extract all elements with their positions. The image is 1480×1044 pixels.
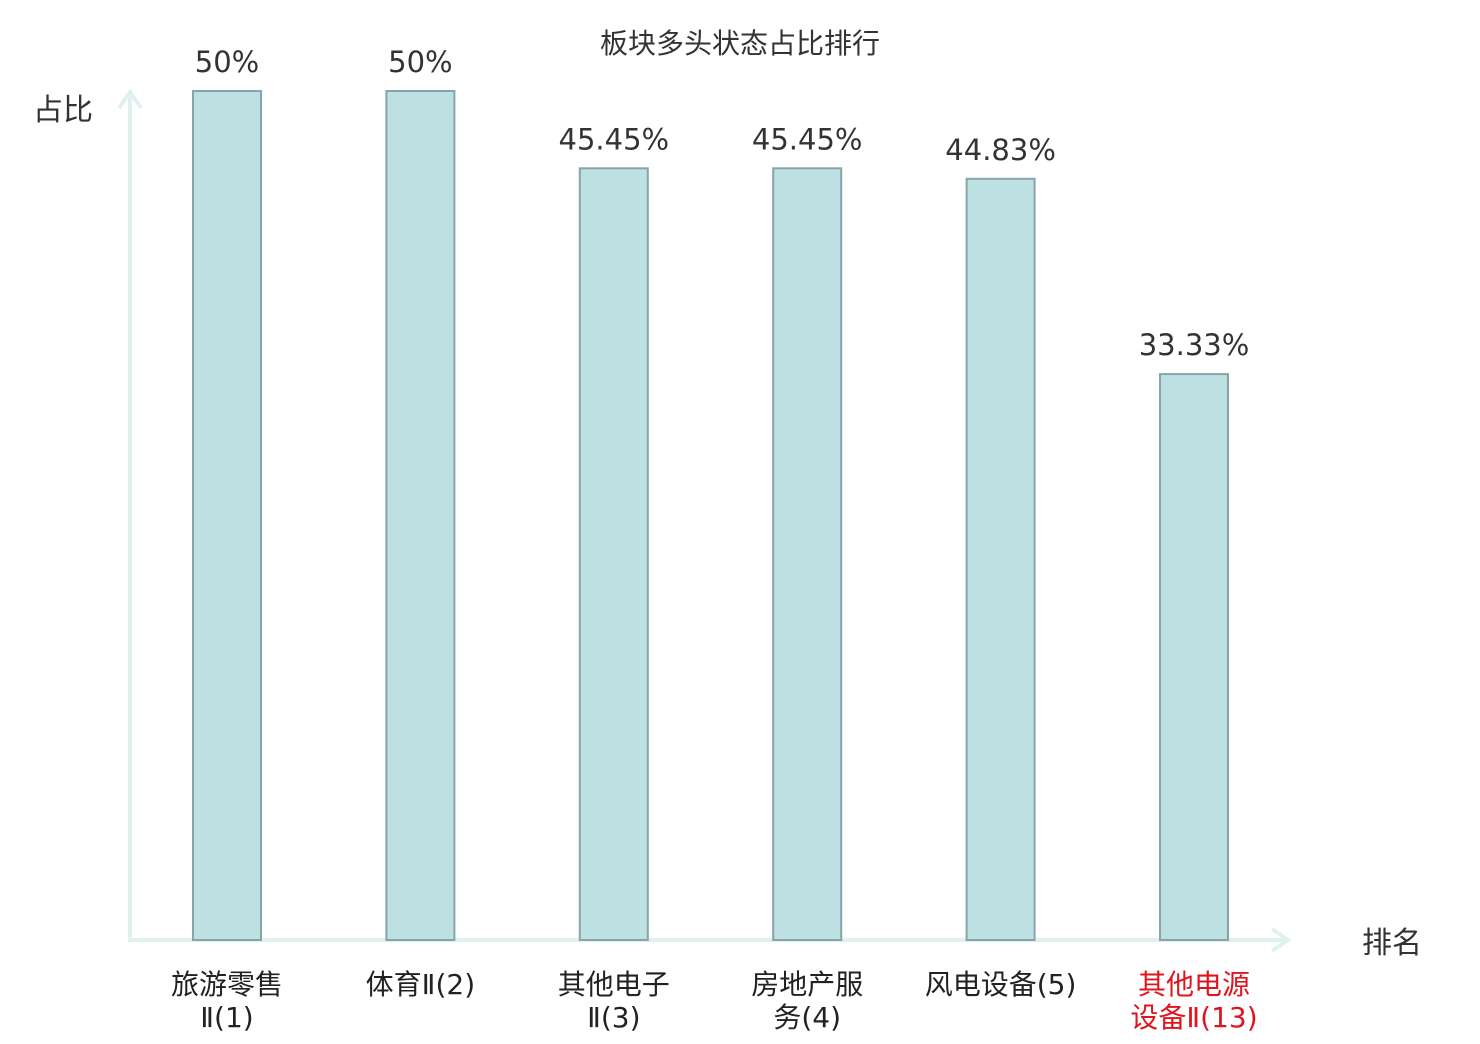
category-label-4-line-1: 房地产服 — [751, 968, 863, 1001]
value-label-2: 50% — [388, 45, 452, 79]
chart-title: 板块多头状态占比排行 — [600, 27, 880, 60]
category-label-1-line-2: Ⅱ(1) — [200, 1001, 253, 1034]
value-label-5: 44.83% — [945, 133, 1056, 167]
bar-4 — [772, 167, 843, 942]
category-label-3-line-2: Ⅱ(3) — [587, 1001, 640, 1034]
category-label-5-line-1: 风电设备(5) — [925, 968, 1077, 1001]
value-labels-group: 50% 50% 45.45% 45.45% 44.83% 33.33% — [195, 45, 1250, 362]
value-label-3: 45.45% — [559, 122, 670, 156]
value-label-6: 33.33% — [1139, 328, 1250, 362]
category-label-3-line-1: 其他电子 — [558, 968, 670, 1001]
category-label-6-line-1: 其他电源 — [1138, 968, 1250, 1001]
bar-3 — [578, 167, 649, 942]
x-axis-label: 排名 — [1362, 926, 1422, 961]
bar-2 — [385, 90, 456, 941]
y-axis-label: 占比 — [33, 93, 93, 128]
category-label-1-line-1: 旅游零售 — [171, 968, 283, 1001]
bar-5 — [965, 177, 1036, 942]
y-axis-arrow — [117, 88, 143, 110]
value-label-1: 50% — [195, 45, 259, 79]
x-axis-arrow — [1270, 927, 1292, 953]
bars-group — [192, 90, 1229, 942]
value-label-4: 45.45% — [752, 122, 863, 156]
axes — [117, 88, 1292, 953]
category-label-2-line-1: 体育Ⅱ(2) — [366, 968, 475, 1001]
category-label-4-line-2: 务(4) — [773, 1001, 841, 1034]
bar-1 — [192, 90, 262, 941]
category-label-6-line-2: 设备Ⅱ(13) — [1130, 1001, 1257, 1034]
bar-6 — [1159, 373, 1229, 942]
